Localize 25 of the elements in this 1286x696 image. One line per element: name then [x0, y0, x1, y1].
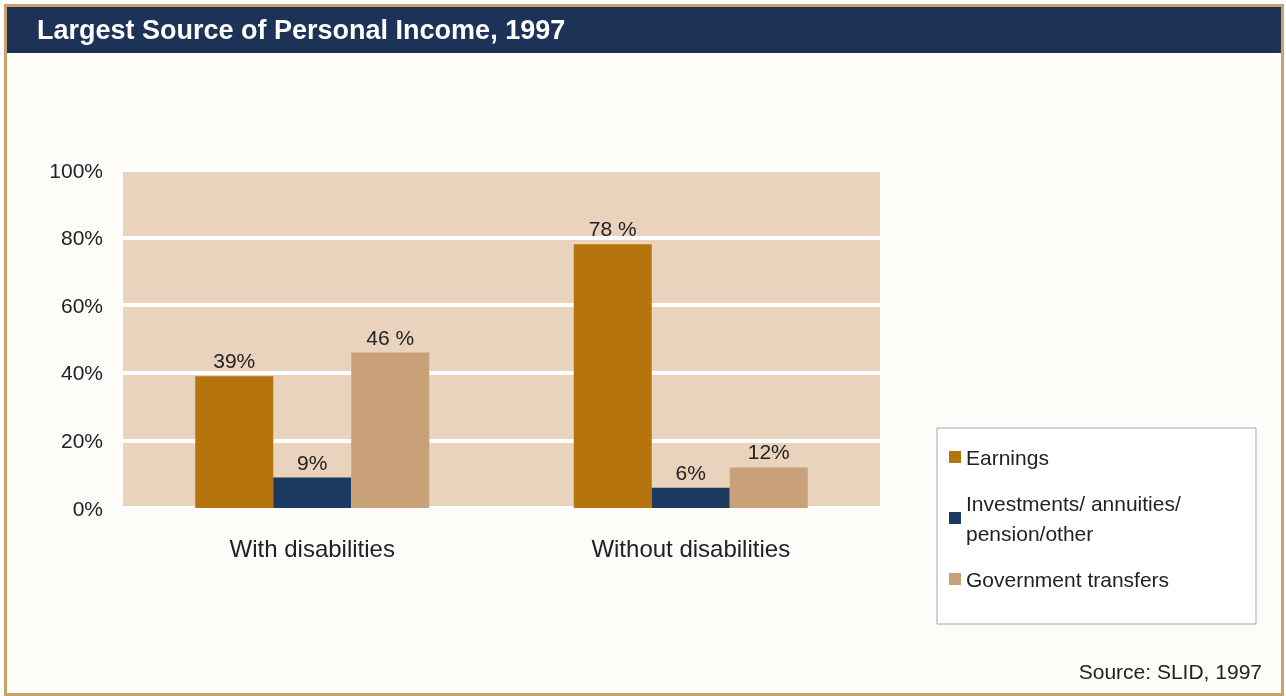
data-label: 39% [213, 349, 256, 373]
y-tick-label: 0% [72, 496, 103, 520]
bar [273, 477, 352, 508]
x-tick-label: Without disabilities [591, 534, 791, 562]
bar [195, 376, 274, 508]
data-label: 9% [297, 450, 328, 474]
y-tick-label: 60% [60, 293, 103, 317]
source-note: Source: SLID, 1997 [1078, 660, 1262, 684]
data-label: 12% [747, 440, 790, 464]
legend-label: Earnings [966, 445, 1049, 469]
bar [573, 244, 652, 508]
y-tick-label: 80% [60, 226, 103, 250]
y-tick-label: 20% [60, 428, 103, 452]
bar [351, 352, 430, 508]
data-label: 78 % [588, 217, 637, 241]
chart-title: Largest Source of Personal Income, 1997 [7, 7, 1281, 53]
data-label: 46 % [366, 325, 415, 349]
y-tick-label: 100% [49, 158, 103, 182]
data-label: 6% [675, 460, 706, 484]
bar [729, 467, 808, 508]
legend-label: Investments/ annuities/pension/other [966, 491, 1181, 545]
legend-label: Government transfers [966, 567, 1170, 591]
bar [651, 487, 730, 508]
y-tick-label: 40% [60, 361, 103, 385]
x-tick-label: With disabilities [229, 534, 395, 562]
